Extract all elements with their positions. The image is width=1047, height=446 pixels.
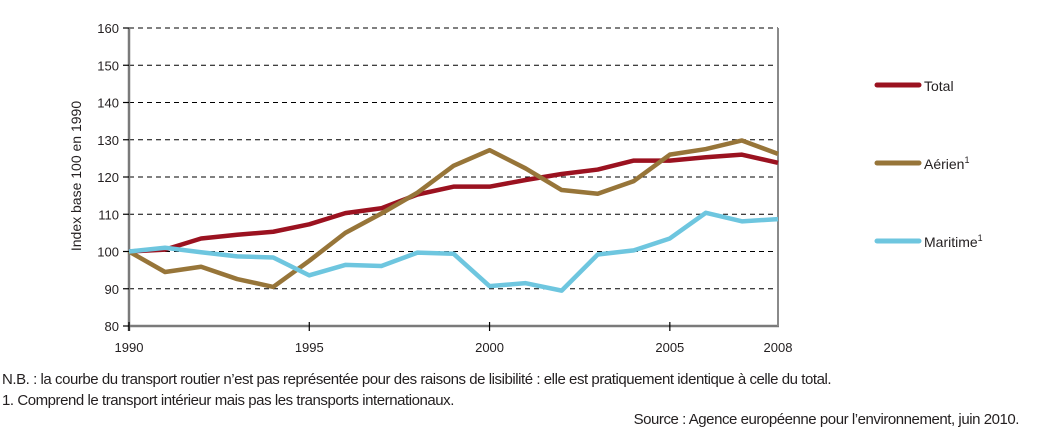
line-chart: 80 90 100 110 120 130 140 150 160 1990 1995 2000 20… bbox=[68, 21, 983, 355]
x-tick-label: 2005 bbox=[655, 340, 684, 355]
x-tick-label: 1990 bbox=[115, 340, 144, 355]
legend-item-total: Total bbox=[874, 78, 954, 94]
legend-item-aerien: Aérien1 bbox=[874, 155, 969, 172]
series-line-total bbox=[128, 152, 779, 254]
series-lines bbox=[127, 138, 779, 293]
x-tick-label: 2008 bbox=[764, 340, 793, 355]
y-axis-title: Index base 100 en 1990 bbox=[68, 101, 84, 251]
gridlines bbox=[129, 27, 778, 290]
notes: N.B. : la courbe du transport routier n’… bbox=[2, 369, 832, 411]
source-note: Source : Agence européenne pour l’enviro… bbox=[633, 411, 1020, 428]
footnote: 1. Comprend le transport intérieur mais … bbox=[2, 392, 454, 409]
legend-label: Total bbox=[924, 78, 954, 94]
y-tick-label: 150 bbox=[97, 58, 119, 73]
y-axis-ticks: 80 90 100 110 120 130 140 150 160 bbox=[97, 21, 129, 334]
y-tick-label: 90 bbox=[105, 282, 119, 297]
x-axis-ticks: 1990 1995 2000 2005 2008 bbox=[115, 322, 793, 355]
x-tick-label: 1995 bbox=[295, 340, 324, 355]
y-tick-label: 140 bbox=[97, 96, 119, 111]
legend-label-text: Aérien bbox=[924, 156, 964, 172]
legend-label-text: Maritime bbox=[924, 234, 978, 250]
axes bbox=[127, 28, 779, 331]
legend-item-maritime: Maritime1 bbox=[874, 233, 983, 250]
y-tick-label: 120 bbox=[97, 170, 119, 185]
y-tick-label: 160 bbox=[97, 21, 119, 36]
x-tick-label: 2000 bbox=[475, 340, 504, 355]
y-tick-label: 100 bbox=[97, 245, 119, 260]
legend-superscript: 1 bbox=[964, 155, 969, 165]
y-tick-label: 110 bbox=[98, 207, 119, 222]
legend-label-text: Total bbox=[924, 78, 954, 94]
series-line-aerien bbox=[127, 138, 779, 290]
y-tick-label: 80 bbox=[105, 319, 119, 334]
legend-label: Maritime1 bbox=[924, 233, 983, 250]
legend-superscript: 1 bbox=[978, 233, 983, 243]
series-line-maritime bbox=[128, 210, 779, 293]
y-tick-label: 130 bbox=[97, 133, 119, 148]
nb-note: N.B. : la courbe du transport routier n’… bbox=[2, 371, 832, 388]
legend-label: Aérien1 bbox=[924, 155, 969, 172]
